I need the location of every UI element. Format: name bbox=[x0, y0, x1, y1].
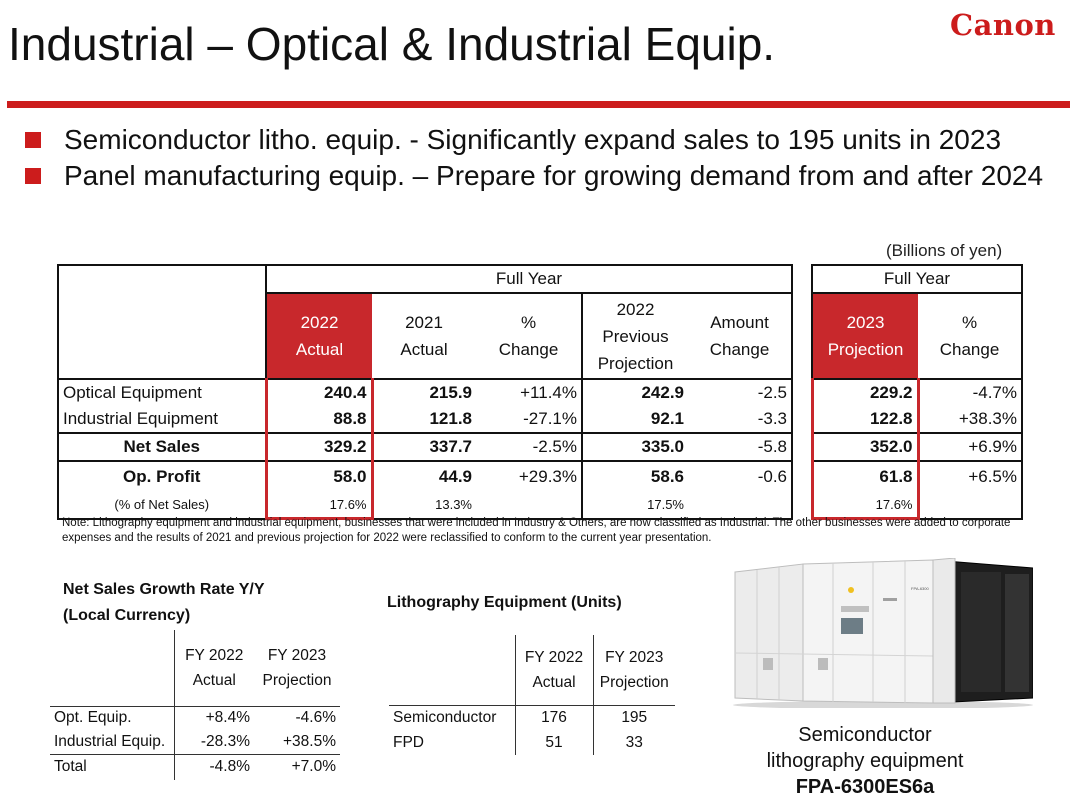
cell: -4.7% bbox=[918, 378, 1024, 406]
table-row: Opt. Equip. +8.4% -4.6% bbox=[50, 705, 340, 730]
table-row: Optical Equipment 240.4 215.9 +11.4% 242… bbox=[57, 378, 1024, 406]
table-row: Total -4.8% +7.0% bbox=[50, 754, 340, 780]
cell: -5.8 bbox=[688, 432, 793, 462]
cell: 122.8 bbox=[810, 406, 920, 433]
col-prev-projection: 2022 Previous Projection bbox=[581, 293, 688, 379]
cell: 337.7 bbox=[372, 432, 476, 462]
cell: +8.4% bbox=[173, 705, 254, 730]
cell: 44.9 bbox=[438, 466, 472, 486]
cell: 121.8 bbox=[429, 409, 472, 428]
cell: +6.5% bbox=[918, 461, 1024, 491]
bullet-square-icon bbox=[25, 168, 41, 184]
table-row: Op. Profit 58.0 44.9 +29.3% 58.6 -0.6 61… bbox=[57, 461, 1024, 491]
col-fy2022: FY 2022 Actual bbox=[173, 630, 254, 706]
canon-logo: Canon bbox=[950, 8, 1056, 42]
table-row: (% of Net Sales) 17.6% 13.3% 17.5% 17.6% bbox=[57, 491, 1024, 520]
footnote: Note: Lithography equipment and industri… bbox=[62, 517, 1011, 544]
cell: -28.3% bbox=[173, 730, 254, 755]
cell: 17.5% bbox=[581, 491, 688, 520]
growth-table-title: Net Sales Growth Rate Y/Y (Local Currenc… bbox=[63, 581, 265, 624]
table-row: Net Sales 329.2 337.7 -2.5% 335.0 -5.8 3… bbox=[57, 432, 1024, 462]
cell: 17.6% bbox=[264, 491, 374, 520]
cell bbox=[918, 491, 1024, 520]
growth-table: FY 2022 Actual FY 2023 Projection Opt. Equ… bbox=[50, 630, 340, 780]
litho-table: FY 2022 Actual FY 2023 Projection Semicond… bbox=[389, 635, 675, 755]
row-label: Op. Profit bbox=[57, 461, 267, 491]
cell: 335.0 bbox=[581, 432, 688, 462]
cell: 195 bbox=[592, 704, 675, 731]
cell: 51 bbox=[514, 731, 593, 755]
row-label: Semiconductor bbox=[389, 704, 515, 731]
title-divider bbox=[7, 101, 1070, 108]
bullet-item: Semiconductor litho. equip. - Significan… bbox=[24, 122, 1074, 158]
cell: -4.8% bbox=[173, 754, 254, 780]
litho-table-title: Lithography Equipment (Units) bbox=[387, 594, 622, 611]
cell: -4.6% bbox=[254, 705, 340, 730]
cell: +11.4% bbox=[476, 378, 582, 406]
row-label: (% of Net Sales) bbox=[57, 491, 267, 520]
col-fy2022: FY 2022 Actual bbox=[514, 635, 593, 705]
bullet-list: Semiconductor litho. equip. - Significan… bbox=[24, 122, 1074, 194]
full-year-header: Full Year bbox=[266, 264, 793, 294]
col-2021-actual: 2021 Actual bbox=[400, 313, 448, 359]
cell: 242.9 bbox=[581, 378, 688, 406]
row-label: Total bbox=[54, 758, 87, 776]
col-pct-change-2023: % Change bbox=[918, 293, 1024, 379]
row-label: Industrial Equipment bbox=[57, 406, 267, 433]
cell: 13.3% bbox=[372, 491, 476, 520]
cell: +38.3% bbox=[918, 406, 1024, 433]
cell: 176 bbox=[514, 704, 593, 731]
col-fy2023: FY 2023 Projection bbox=[592, 635, 675, 705]
cell: +7.0% bbox=[291, 758, 336, 776]
unit-note: (Billions of yen) bbox=[886, 241, 1003, 260]
col-fy2023: FY 2023 Projection bbox=[262, 646, 332, 689]
cell: 240.4 bbox=[264, 378, 374, 406]
cell: 61.8 bbox=[810, 461, 920, 491]
image-caption: Semiconductor lithography equipment FPA-… bbox=[766, 724, 964, 798]
col-amount-change: Amount Change bbox=[688, 293, 793, 379]
bullet-text: Panel manufacturing equip. – Prepare for… bbox=[64, 160, 1044, 191]
cell: -2.5% bbox=[476, 432, 582, 462]
cell: 17.6% bbox=[810, 491, 920, 520]
full-year-header-2023: Full Year bbox=[810, 264, 1024, 294]
row-label: FPD bbox=[393, 734, 424, 751]
cell: -27.1% bbox=[523, 409, 577, 428]
cell: 352.0 bbox=[810, 432, 920, 462]
cell: 58.6 bbox=[581, 461, 688, 491]
bullet-item: Panel manufacturing equip. – Prepare for… bbox=[24, 158, 1074, 194]
bullet-text: Semiconductor litho. equip. - Significan… bbox=[64, 124, 1002, 155]
cell: 92.1 bbox=[581, 406, 688, 433]
row-label: Industrial Equip. bbox=[50, 730, 174, 755]
table-row: FPD 51 33 bbox=[389, 731, 675, 755]
svg-text:FPA-6300: FPA-6300 bbox=[911, 586, 929, 591]
row-label: Opt. Equip. bbox=[50, 705, 174, 730]
cell: 215.9 bbox=[372, 378, 476, 406]
table-row: Industrial Equip. -28.3% +38.5% bbox=[50, 730, 340, 755]
row-label: Net Sales bbox=[57, 432, 267, 462]
row-label: Optical Equipment bbox=[57, 378, 267, 406]
cell: -0.6 bbox=[688, 461, 793, 491]
cell: 229.2 bbox=[810, 378, 920, 406]
cell: +6.9% bbox=[918, 432, 1024, 462]
col-2023-projection: 2023 Projection bbox=[811, 293, 918, 379]
cell: 33 bbox=[592, 731, 675, 755]
col-2022-actual: 2022 Actual bbox=[266, 293, 372, 379]
cell bbox=[688, 491, 793, 520]
cell bbox=[476, 491, 582, 520]
table-row: Industrial Equipment 88.8 121.8 -27.1% 9… bbox=[57, 406, 1024, 433]
cell: -3.3 bbox=[688, 406, 793, 433]
lithography-equipment-image: FPA-6300 bbox=[733, 558, 1033, 708]
table-row: Semiconductor 176 195 bbox=[389, 704, 675, 731]
cell: 58.0 bbox=[264, 461, 374, 491]
results-table: Full Year Full Year 2022 Actual 2021 Actua… bbox=[57, 264, 1024, 520]
cell: +38.5% bbox=[254, 730, 340, 755]
cell: -2.5 bbox=[688, 378, 793, 406]
cell: +29.3% bbox=[518, 466, 577, 486]
bullet-square-icon bbox=[25, 132, 41, 148]
cell: 88.8 bbox=[264, 406, 374, 433]
cell: 329.2 bbox=[264, 432, 374, 462]
col-pct-change: % Change bbox=[498, 313, 559, 359]
page-title: Industrial – Optical & Industrial Equip. bbox=[8, 18, 776, 70]
empty-corner bbox=[57, 264, 267, 379]
